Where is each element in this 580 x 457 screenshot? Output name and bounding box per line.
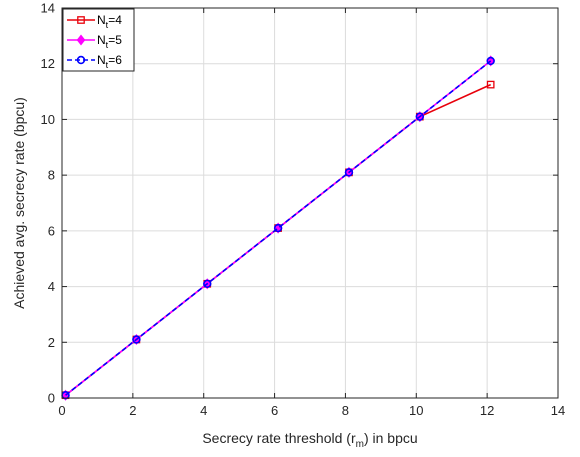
y-tick-label: 6 bbox=[48, 223, 55, 238]
x-tick-label: 6 bbox=[271, 403, 278, 418]
legend-label: Nt=6 bbox=[97, 53, 122, 70]
y-tick-label: 2 bbox=[48, 335, 55, 350]
data-point bbox=[203, 279, 212, 288]
legend-marker bbox=[76, 34, 86, 46]
series-line bbox=[65, 60, 492, 396]
legend-entry: Nt=4 bbox=[67, 13, 122, 30]
y-tick-label: 10 bbox=[41, 112, 55, 127]
series-nt-6 bbox=[61, 56, 495, 400]
x-tick-label: 8 bbox=[342, 403, 349, 418]
legend-label: Nt=4 bbox=[97, 13, 122, 30]
x-tick-label: 10 bbox=[409, 403, 423, 418]
y-tick-label: 8 bbox=[48, 168, 55, 183]
legend: Nt=4 Nt=5 Nt=6 bbox=[62, 8, 135, 72]
x-tick-label: 14 bbox=[551, 403, 565, 418]
plot-frame bbox=[61, 7, 559, 399]
legend-label: Nt=5 bbox=[97, 33, 122, 50]
y-tick-label: 0 bbox=[48, 391, 55, 406]
x-axis-label: Secrecy rate threshold (rm) in bpcu bbox=[202, 430, 417, 450]
ticks: 0 2 4 6 8 10 12 14 0 2 4 6 8 10 12 14 bbox=[41, 1, 566, 419]
data-point bbox=[415, 112, 425, 121]
x-tick-label: 2 bbox=[129, 403, 136, 418]
legend-entry: Nt=5 bbox=[67, 33, 122, 50]
x-tick-label: 0 bbox=[58, 403, 65, 418]
series-layer bbox=[61, 55, 496, 401]
data-point bbox=[486, 80, 495, 89]
legend-marker bbox=[76, 55, 86, 65]
y-axis-label: Achieved avg. secrecy rate (bpcu) bbox=[11, 97, 27, 309]
legend-marker bbox=[77, 16, 85, 24]
y-tick-label: 12 bbox=[41, 56, 55, 71]
x-tick-label: 4 bbox=[200, 403, 207, 418]
y-tick-label: 14 bbox=[41, 1, 55, 16]
data-point bbox=[486, 56, 495, 66]
x-tick-label: 12 bbox=[480, 403, 494, 418]
y-tick-label: 4 bbox=[48, 279, 55, 294]
legend-entry: Nt=6 bbox=[67, 53, 122, 70]
data-point bbox=[273, 223, 283, 233]
data-point bbox=[132, 335, 141, 344]
data-point bbox=[344, 168, 354, 177]
